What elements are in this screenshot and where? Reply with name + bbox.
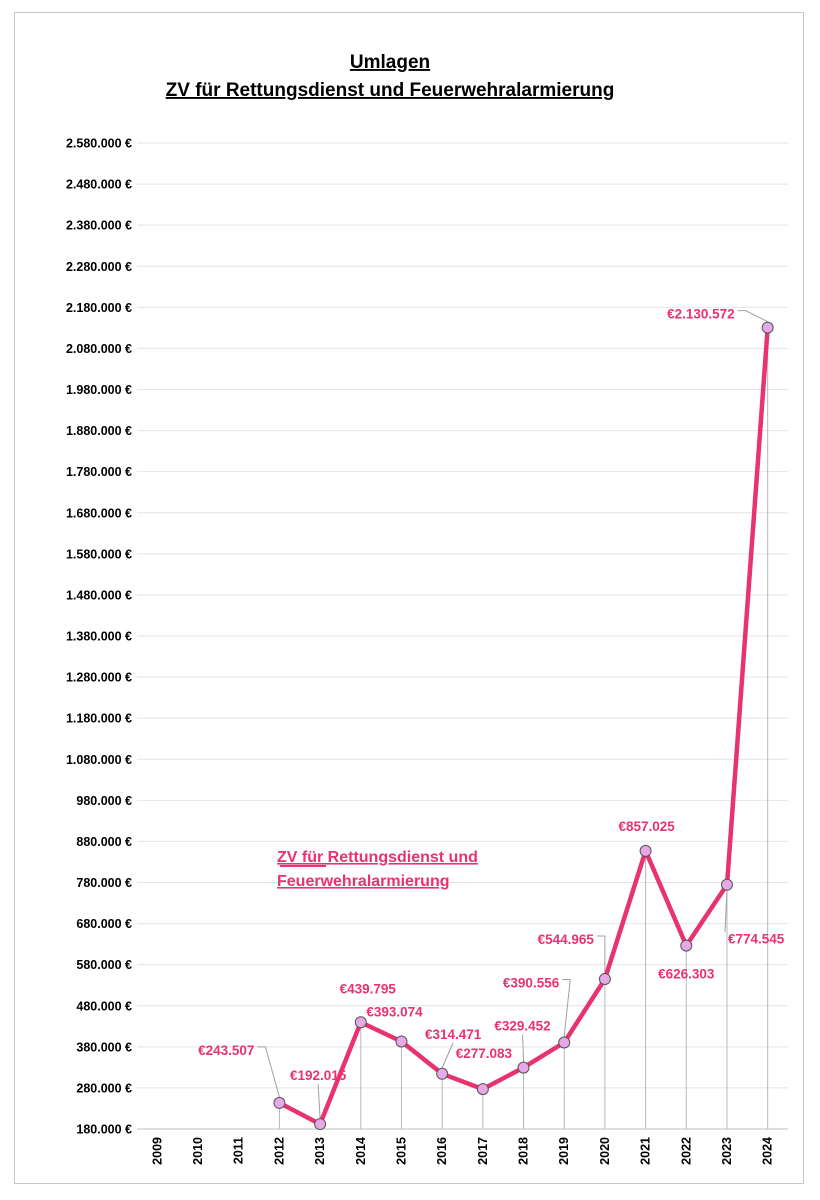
data-label: €544.965 [538,932,595,947]
label-leader-line [596,935,606,974]
x-tick-label: 2009 [150,1137,164,1165]
data-point [680,939,693,952]
data-label: €774.545 [728,932,785,947]
y-tick-label: 380.000 € [76,1040,132,1054]
label-leader-line [737,310,768,323]
data-label: €243.507 [198,1043,254,1058]
y-tick-label: 1.480.000 € [66,588,132,602]
x-tick-label: 2011 [232,1137,246,1164]
legend-entry-line-2: Feuerwehralarmierung [277,873,450,890]
y-tick-label: 1.580.000 € [66,547,132,561]
data-label: €314.471 [425,1027,482,1042]
data-label: €2.130.572 [667,307,735,322]
data-label: €857.025 [618,819,675,834]
y-tick-label: 980.000 € [76,794,132,808]
data-label: €439.795 [340,981,397,996]
data-point [436,1067,449,1080]
y-axis: 180.000 € 280.000 € 380.000 € 480.000 € 580.… [66,137,132,1137]
x-tick-label: 2019 [557,1137,571,1165]
y-tick-label: 880.000 € [76,835,132,849]
series-line-path [277,325,770,1127]
gridlines [137,142,788,1130]
y-tick-label: 2.180.000 € [66,301,132,315]
x-tick-label: 2014 [354,1137,368,1165]
data-markers [273,321,774,1131]
x-tick-label: 2024 [761,1137,775,1165]
y-tick-label: 1.880.000 € [66,424,132,438]
data-point [639,844,652,857]
chart-frame [14,12,804,1184]
x-tick-label: 2015 [394,1137,408,1165]
x-tick-label: 2010 [191,1137,205,1165]
data-point [273,1096,286,1109]
label-leader-line [257,1046,280,1098]
y-tick-label: 2.080.000 € [66,342,132,356]
chart-title-line-1: Umlagen [350,52,430,73]
y-tick-label: 680.000 € [76,917,132,931]
y-tick-label: 480.000 € [76,999,132,1013]
data-point [720,878,733,891]
y-tick-label: 2.280.000 € [66,260,132,274]
data-point [558,1036,571,1049]
y-tick-label: 180.000 € [76,1123,132,1137]
x-tick-label: 2023 [720,1137,734,1165]
legend: ZV für Rettungsdienst und Feuerwehralarm… [277,849,478,890]
label-leader-lines [257,310,768,1119]
x-tick-label: 2017 [476,1137,490,1165]
drop-lines [278,327,769,1129]
data-point [761,321,774,334]
data-label: €192.015 [290,1068,347,1083]
data-point [517,1061,530,1074]
y-tick-label: 1.980.000 € [66,383,132,397]
data-label: €390.556 [503,975,560,990]
chart-title: Umlagen ZV für Rettungsdienst und Feuerw… [166,52,615,101]
legend-entry-line-1: ZV für Rettungsdienst und [277,849,478,866]
data-label: €277.083 [456,1046,513,1061]
label-leader-line [317,1084,321,1119]
y-tick-label: 1.780.000 € [66,465,132,479]
y-tick-label: 2.480.000 € [66,178,132,192]
x-tick-label: 2021 [639,1137,653,1165]
x-tick-label: 2022 [679,1137,693,1165]
label-leader-line [441,1042,454,1068]
y-tick-label: 1.180.000 € [66,712,132,726]
y-tick-label: 580.000 € [76,958,132,972]
data-label: €329.452 [494,1019,550,1034]
y-tick-label: 780.000 € [76,876,132,890]
x-tick-label: 2012 [272,1137,286,1165]
y-tick-label: 1.380.000 € [66,630,132,644]
y-tick-label: 2.580.000 € [66,137,132,151]
label-leader-line [562,978,571,1037]
x-tick-label: 2018 [517,1137,531,1165]
data-point [314,1118,327,1131]
data-point [395,1035,408,1048]
data-point [354,1016,367,1029]
data-labels: €243.507 €192.015 €439.795 €393.074€314.471… [198,307,785,1083]
data-label: €626.303 [658,967,715,982]
y-tick-label: 1.680.000 € [66,506,132,520]
x-tick-label: 2013 [313,1137,327,1165]
y-tick-label: 280.000 € [76,1081,132,1095]
data-point [598,973,611,986]
y-tick-label: 2.380.000 € [66,219,132,233]
label-leader-line [522,1034,525,1062]
y-tick-label: 1.280.000 € [66,671,132,685]
x-tick-label: 2020 [598,1137,612,1165]
data-label: €393.074 [366,1004,423,1019]
label-leader-line [724,890,728,932]
data-point [476,1083,489,1096]
x-tick-label: 2016 [435,1137,449,1165]
x-axis: 2009 2010 2011 2012 2013 2014 2015 2016 2017 2018… [150,1137,774,1165]
chart-title-line-2: ZV für Rettungsdienst und Feuerwehralarm… [166,80,615,101]
series-line [277,325,770,1127]
y-tick-label: 1.080.000 € [66,753,132,767]
